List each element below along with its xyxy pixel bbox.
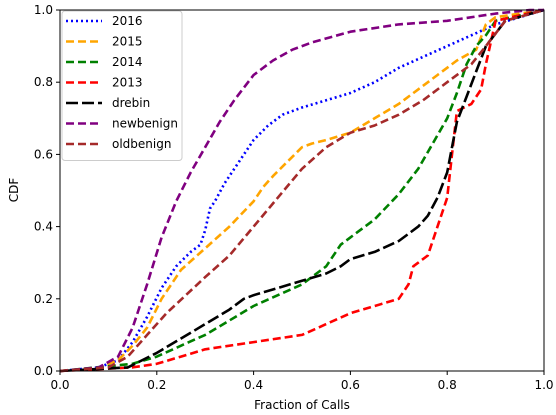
legend-label-2014: 2014 [112,55,143,69]
series-line-drebin [59,8,545,373]
legend-label-2015: 2015 [112,35,143,49]
x-tick-label: 0.4 [244,378,263,392]
y-tick-label: 0.4 [34,220,53,234]
legend-label-oldbenign: oldbenign [112,137,171,151]
ticks-layer: 0.0 0.2 0.4 0.6 0.8 1.0 0.0 0.2 0.4 0.6 0.8 1.0 [34,3,554,392]
x-tick-label: 0.6 [341,378,360,392]
plot-frame [59,9,545,372]
x-tick-label: 1.0 [534,378,553,392]
series-line-2014 [59,8,545,373]
x-tick-label: 0.8 [438,378,457,392]
y-tick-label: 0.0 [34,364,53,378]
y-axis-title: CDF [7,178,21,203]
series-line-newbenign [59,8,544,373]
series-line-2013 [59,8,545,373]
x-tick-label: 0.2 [147,378,166,392]
legend: 2016 2015 2014 2013 drebin newbenign oldbenign [61,10,183,161]
y-tick-label: 1.0 [34,3,53,17]
series-line-oldbenign [59,8,545,373]
legend-label-2013: 2013 [112,76,143,90]
series-line-2016 [59,8,545,373]
y-tick-label: 0.8 [34,75,53,89]
x-axis-title: Fraction of Calls [254,398,350,412]
y-tick-label: 0.2 [34,292,53,306]
legend-label-newbenign: newbenign [112,117,178,131]
series-layer [59,8,545,373]
x-tick-label: 0.0 [50,378,69,392]
series-line-2015 [59,8,545,373]
legend-label-2016: 2016 [112,14,143,28]
y-tick-label: 0.6 [34,147,53,161]
legend-label-drebin: drebin [112,96,150,110]
